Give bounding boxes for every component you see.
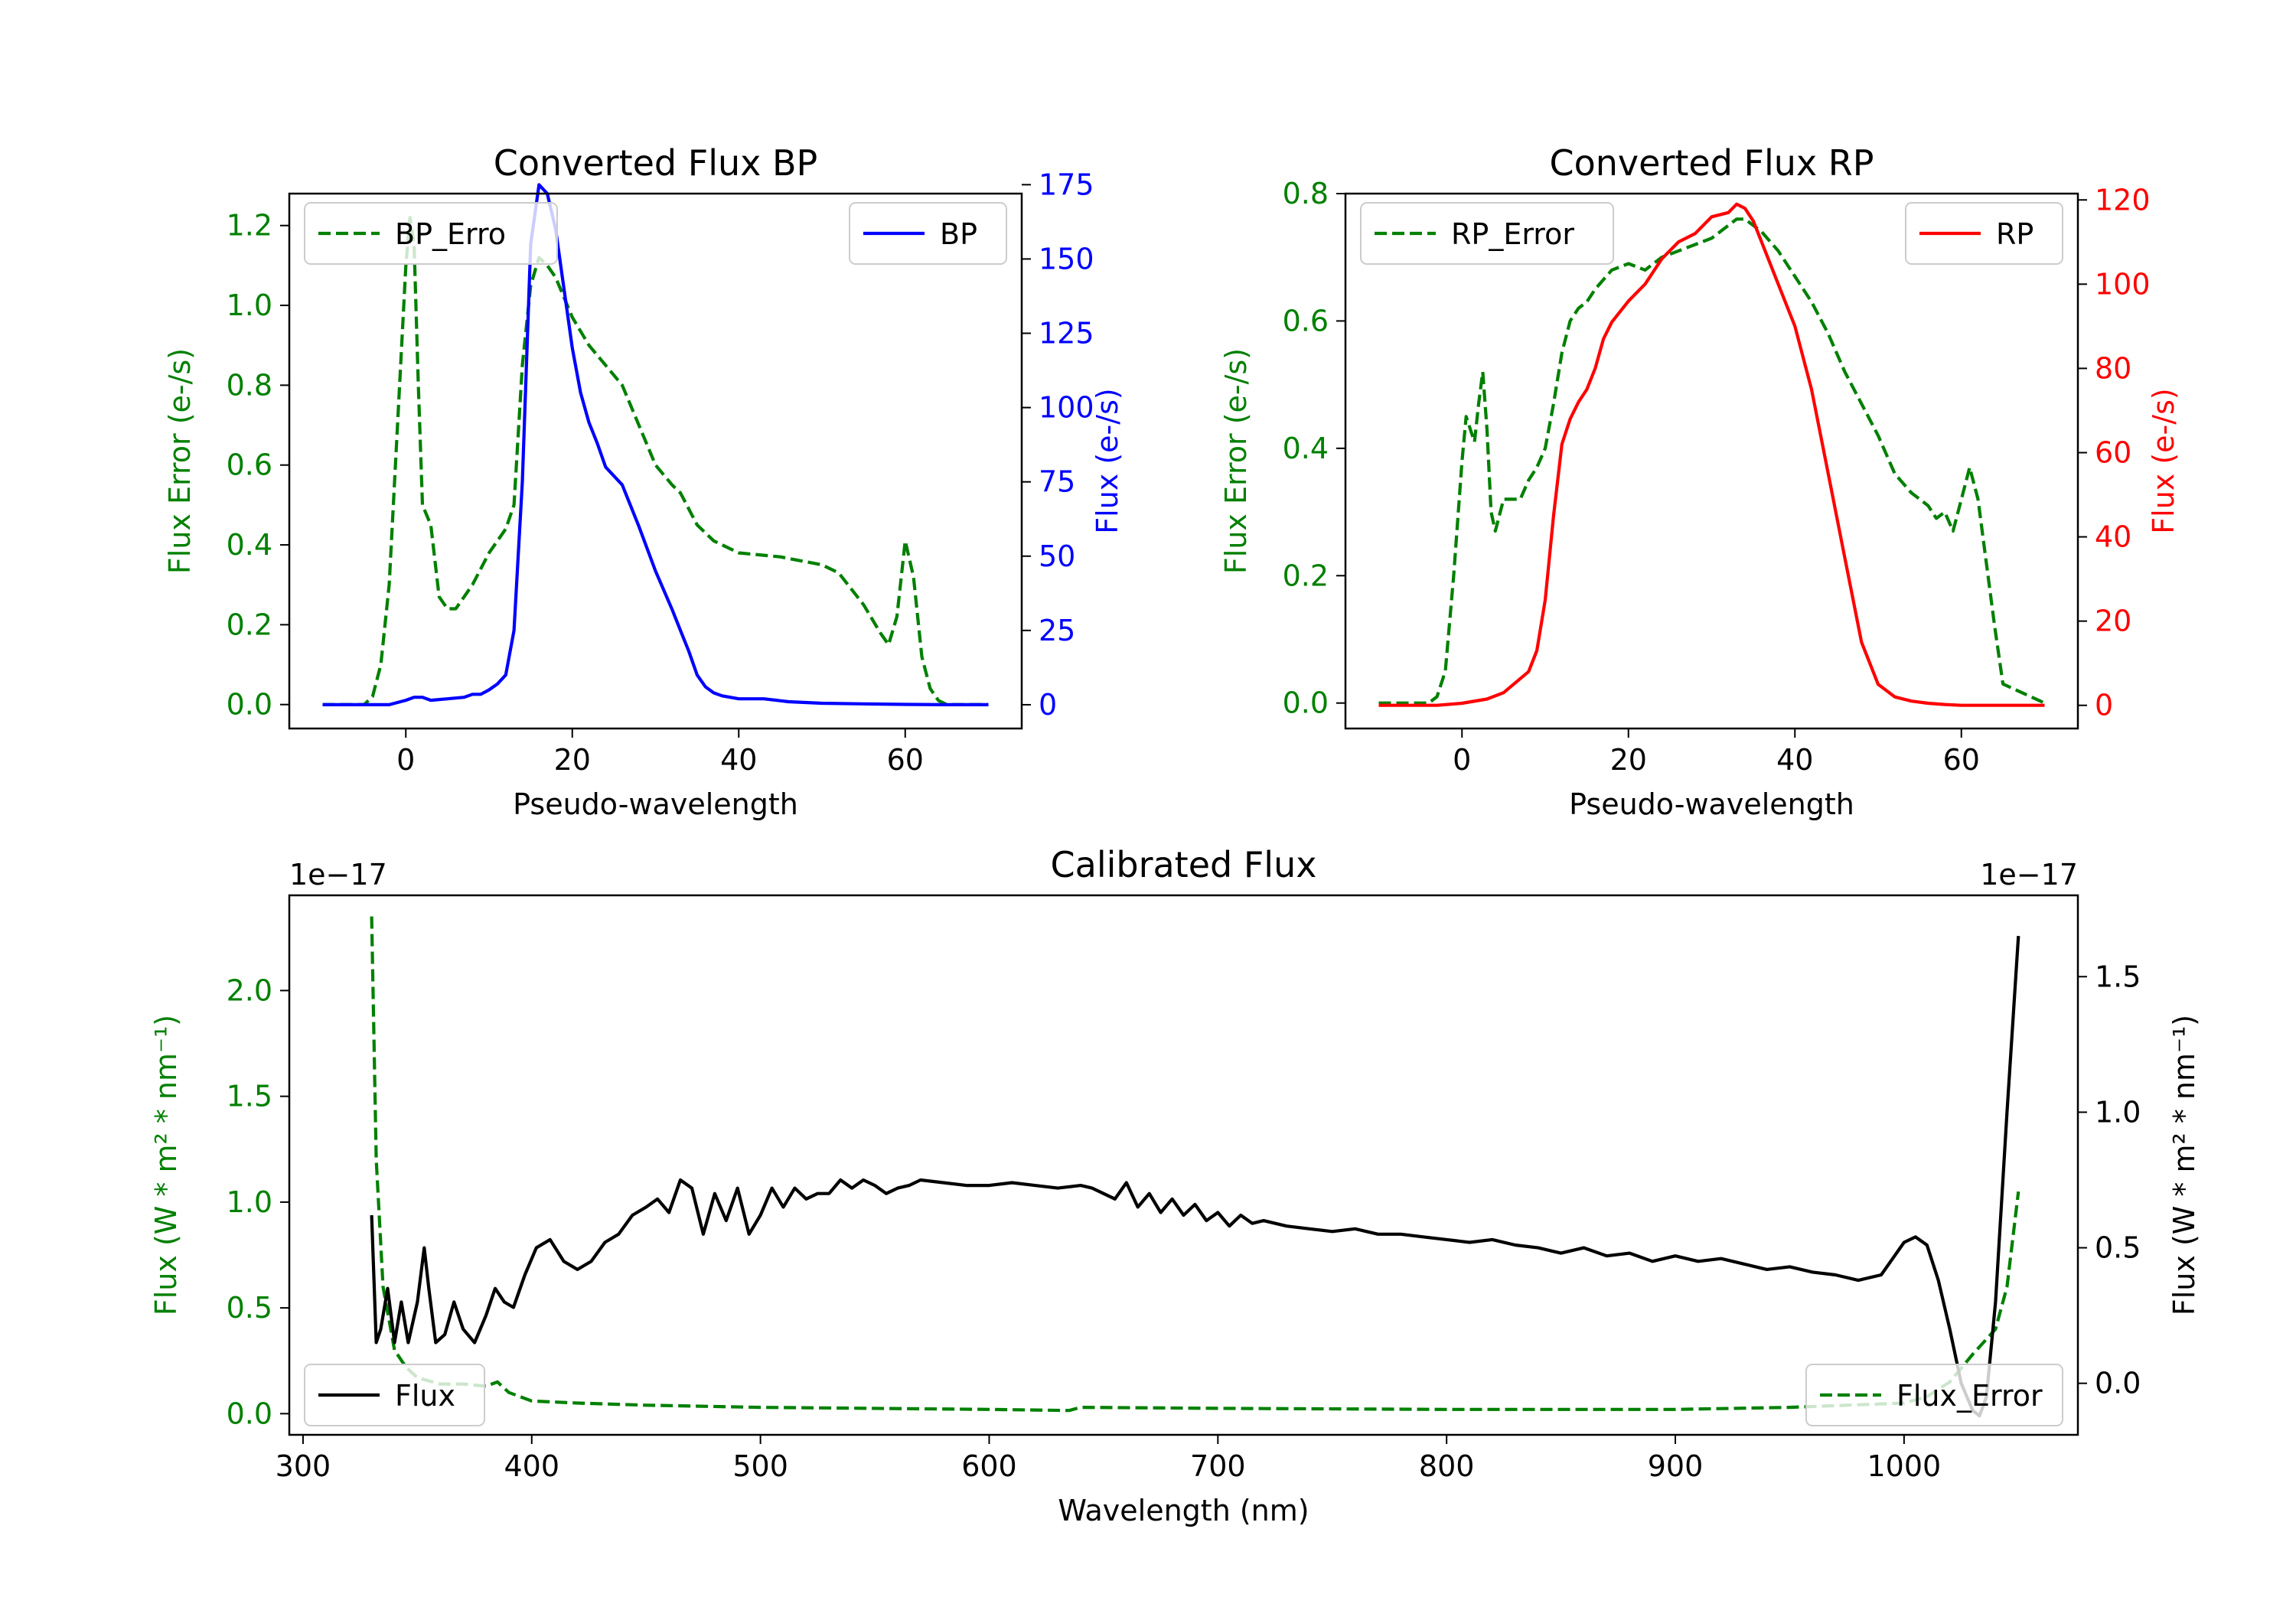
y-right-tick-label: 100 [1039, 391, 1094, 425]
y-right-tick-label: 1.5 [2095, 960, 2141, 993]
y-left-axis-label: Flux (W * m² * nm⁻¹) [149, 1015, 183, 1315]
y-right-tick-label: 120 [2095, 183, 2151, 217]
x-tick-label: 40 [1776, 743, 1813, 777]
chart-2: 0 20 40 60 0.0 0.2 0.4 0.6 0.8 0 20 40 60 80 100 120 Con… [1219, 142, 2180, 821]
x-axis-label: Pseudo-wavelength [513, 787, 798, 821]
chart-title: Converted Flux BP [494, 142, 818, 184]
y-right-tick-label: 150 [1039, 242, 1094, 275]
x-tick-label: 60 [1943, 743, 1980, 777]
y-right-tick-label: 0 [1039, 688, 1057, 722]
y-left-axis-label: Flux Error (e-/s) [1219, 348, 1253, 574]
legend-box [1360, 202, 1614, 265]
plot-frame [1344, 192, 2079, 730]
y-left-tick-label: 1.5 [227, 1080, 272, 1113]
plot-frame [288, 192, 1023, 730]
x-tick-label: 60 [887, 743, 924, 777]
x-tick-label: 700 [1190, 1449, 1246, 1483]
y-right-axis-label: Flux (e-/s) [2147, 388, 2180, 533]
x-tick-label: 20 [554, 743, 591, 777]
y-left-tick-label: 0.5 [227, 1291, 272, 1325]
y-right-tick-label: 125 [1039, 317, 1094, 350]
y-right-axis-label: Flux (e-/s) [1091, 388, 1124, 533]
series-line-bp [322, 183, 989, 706]
legend-left: BP_Erro [304, 202, 558, 265]
x-tick-label: 20 [1610, 743, 1647, 777]
x-tick-label: 0 [1453, 743, 1471, 777]
x-tick-label: 900 [1648, 1449, 1704, 1483]
legend-box [1905, 202, 2063, 265]
x-tick-label: 400 [504, 1449, 560, 1483]
chart-1: 0 20 40 60 0.0 0.2 0.4 0.6 0.8 1.0 1.2 0 25 50 75 100 12… [163, 142, 1124, 821]
x-tick-label: 1000 [1867, 1449, 1942, 1483]
legend-label: RP [1996, 217, 2033, 251]
y-left-tick-label: 0.2 [1283, 559, 1329, 592]
legend-label: RP_Error [1451, 217, 1574, 251]
y-right-tick-label: 20 [2095, 605, 2131, 638]
legend-box [304, 1364, 485, 1426]
y-left-offset-label: 1e−17 [289, 858, 387, 892]
y-right-tick-label: 100 [2095, 267, 2151, 301]
legend-label: Flux_Error [1896, 1379, 2043, 1413]
legend-label: BP [940, 217, 977, 251]
y-left-tick-label: 0.0 [1283, 686, 1329, 720]
legend-left: RP_Error [1360, 202, 1614, 265]
y-left-tick-label: 0.6 [1283, 304, 1329, 337]
y-right-tick-label: 60 [2095, 435, 2131, 469]
y-right-tick-label: 40 [2095, 520, 2131, 554]
y-left-tick-label: 0.4 [1283, 432, 1329, 465]
legend-right: Flux_Error [1805, 1364, 2063, 1426]
y-right-axis-label: Flux (W * m² * nm⁻¹) [2167, 1015, 2201, 1315]
y-left-tick-label: 1.2 [227, 209, 272, 243]
x-tick-label: 300 [276, 1449, 331, 1483]
legend-right: RP [1905, 202, 2063, 265]
y-right-tick-label: 0.0 [2095, 1367, 2141, 1400]
y-left-axis-label: Flux Error (e-/s) [163, 348, 197, 574]
y-left-tick-label: 0.2 [227, 608, 272, 641]
y-right-tick-label: 175 [1039, 168, 1094, 201]
y-left-tick-label: 0.6 [227, 448, 272, 482]
legend-box [304, 202, 558, 265]
legend-box [1805, 1364, 2063, 1426]
y-left-tick-label: 1.0 [227, 288, 272, 322]
legend-label: Flux [395, 1379, 455, 1413]
legend-left: Flux [304, 1364, 485, 1426]
x-axis-label: Pseudo-wavelength [1569, 787, 1854, 821]
y-right-tick-label: 0.5 [2095, 1231, 2141, 1265]
y-left-tick-label: 0.4 [227, 528, 272, 562]
y-right-tick-label: 25 [1039, 614, 1075, 647]
x-axis-label: Wavelength (nm) [1058, 1494, 1309, 1527]
series-line-rp [1378, 202, 2045, 707]
y-left-tick-label: 0.8 [1283, 177, 1329, 210]
y-right-tick-label: 0 [2095, 689, 2113, 722]
legend-right: BP [849, 202, 1007, 265]
y-left-tick-label: 0.0 [227, 688, 272, 722]
legend-box [849, 202, 1007, 265]
chart-title: Converted Flux RP [1550, 142, 1874, 184]
y-left-tick-label: 0.8 [227, 368, 272, 402]
x-tick-label: 500 [732, 1449, 788, 1483]
y-left-tick-label: 0.0 [227, 1397, 272, 1430]
x-tick-label: 0 [396, 743, 415, 777]
legend-label: BP_Erro [395, 217, 506, 251]
y-right-tick-label: 1.0 [2095, 1095, 2141, 1129]
x-tick-label: 800 [1419, 1449, 1475, 1483]
y-right-tick-label: 50 [1039, 539, 1075, 573]
y-right-tick-label: 75 [1039, 465, 1075, 499]
plot-frame [288, 894, 2079, 1436]
y-left-tick-label: 1.0 [227, 1185, 272, 1219]
series-line-flux [370, 935, 2020, 1418]
x-tick-label: 600 [961, 1449, 1017, 1483]
chart-title: Calibrated Flux [1051, 844, 1317, 885]
y-left-tick-label: 2.0 [227, 973, 272, 1007]
x-tick-label: 40 [720, 743, 757, 777]
y-right-offset-label: 1e−17 [1980, 858, 2078, 892]
chart-3: 300 400 500 600 700 800 900 1000 0.0 0.5 1.0 1.5 2.0… [149, 844, 2201, 1527]
y-right-tick-label: 80 [2095, 351, 2131, 385]
